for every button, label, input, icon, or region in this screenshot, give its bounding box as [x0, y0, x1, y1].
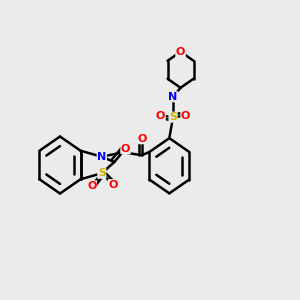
Text: O: O: [181, 111, 190, 121]
Text: N: N: [168, 92, 178, 102]
Text: O: O: [121, 143, 130, 154]
Text: O: O: [108, 180, 118, 190]
Text: S: S: [169, 112, 177, 122]
Text: O: O: [156, 111, 165, 121]
Text: O: O: [137, 134, 146, 144]
Text: S: S: [98, 168, 106, 178]
Text: N: N: [97, 152, 106, 162]
Text: O: O: [176, 47, 185, 57]
Text: O: O: [87, 181, 97, 191]
